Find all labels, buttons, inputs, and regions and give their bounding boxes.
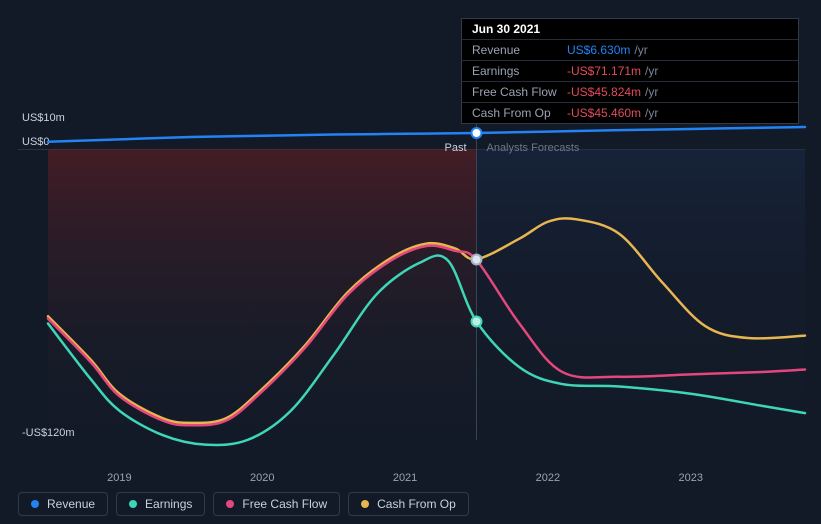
series-revenue xyxy=(48,127,805,142)
legend-label: Earnings xyxy=(145,497,192,511)
chart-marker xyxy=(471,316,481,326)
tooltip-row: RevenueUS$6.630m/yr xyxy=(462,39,798,60)
forecast-label: Analysts Forecasts xyxy=(486,142,579,154)
legend-dot-icon xyxy=(129,500,137,508)
legend-dot-icon xyxy=(361,500,369,508)
tooltip-title: Jun 30 2021 xyxy=(472,22,540,36)
tooltip-suffix: /yr xyxy=(645,85,658,99)
chart-tooltip: Jun 30 2021 RevenueUS$6.630m/yrEarnings-… xyxy=(461,18,799,124)
tooltip-row: Free Cash Flow-US$45.824m/yr xyxy=(462,81,798,102)
legend-item-earnings[interactable]: Earnings xyxy=(116,492,205,516)
tooltip-value: US$6.630m xyxy=(567,43,630,57)
past-label: Past xyxy=(444,142,466,154)
tooltip-row: Cash From Op-US$45.460m/yr xyxy=(462,102,798,123)
tooltip-value: -US$45.460m xyxy=(567,106,641,120)
x-axis-label: 2021 xyxy=(393,472,417,484)
tooltip-value: -US$45.824m xyxy=(567,85,641,99)
x-axis-label: 2019 xyxy=(107,472,131,484)
tooltip-suffix: /yr xyxy=(645,64,658,78)
tooltip-suffix: /yr xyxy=(634,43,647,57)
legend-dot-icon xyxy=(226,500,234,508)
tooltip-label: Earnings xyxy=(472,64,567,78)
chart-marker xyxy=(471,128,481,138)
past-gradient-panel xyxy=(48,149,476,440)
x-axis-label: 2023 xyxy=(678,472,702,484)
x-axis-label: 2020 xyxy=(250,472,274,484)
tooltip-suffix: /yr xyxy=(645,106,658,120)
legend-item-revenue[interactable]: Revenue xyxy=(18,492,108,516)
tooltip-row: Earnings-US$71.171m/yr xyxy=(462,60,798,81)
chart-marker xyxy=(471,255,481,265)
tooltip-label: Cash From Op xyxy=(472,106,567,120)
chart-legend: Revenue Earnings Free Cash Flow Cash From O… xyxy=(18,492,469,516)
x-axis-labels: 2019 2020 2021 2022 2023 xyxy=(48,472,805,488)
tooltip-value: -US$71.171m xyxy=(567,64,641,78)
x-axis-label: 2022 xyxy=(536,472,560,484)
tooltip-label: Free Cash Flow xyxy=(472,85,567,99)
legend-label: Revenue xyxy=(47,497,95,511)
forecast-gradient-panel xyxy=(476,149,805,440)
tooltip-label: Revenue xyxy=(472,43,567,57)
legend-item-cfo[interactable]: Cash From Op xyxy=(348,492,469,516)
legend-dot-icon xyxy=(31,500,39,508)
legend-label: Cash From Op xyxy=(377,497,456,511)
legend-label: Free Cash Flow xyxy=(242,497,327,511)
legend-item-fcf[interactable]: Free Cash Flow xyxy=(213,492,340,516)
